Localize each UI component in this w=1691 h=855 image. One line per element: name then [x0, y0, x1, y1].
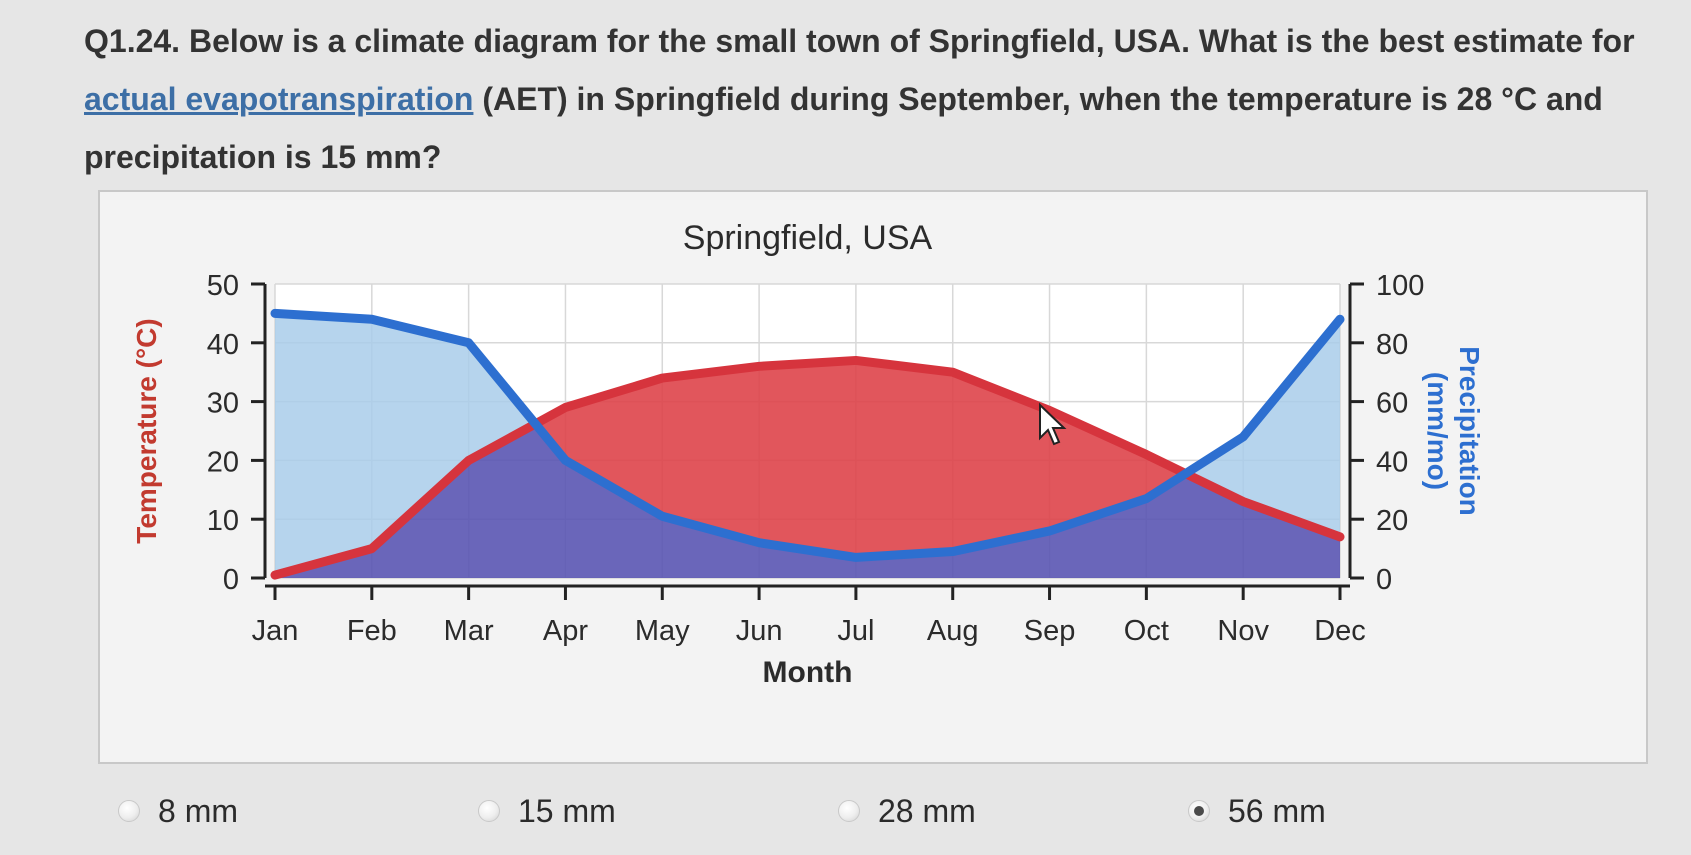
- radio-button-icon[interactable]: [838, 800, 860, 822]
- x-axis-tick-label: Aug: [927, 615, 979, 647]
- answer-label: 15 mm: [518, 792, 616, 829]
- radio-button-icon[interactable]: [478, 800, 500, 822]
- answer-label: 56 mm: [1228, 792, 1326, 829]
- evapotranspiration-link[interactable]: actual evapotranspiration: [84, 81, 474, 117]
- x-axis-tick-label: Sep: [1024, 615, 1076, 647]
- x-axis-tick-label: Oct: [1124, 615, 1169, 647]
- answer-option-3[interactable]: 28 mm: [838, 786, 976, 836]
- x-axis-tick-label: Dec: [1314, 615, 1366, 647]
- x-axis-label: Month: [763, 656, 853, 689]
- answer-label: 28 mm: [878, 792, 976, 829]
- right-axis-tick-label: 80: [1376, 329, 1408, 361]
- left-axis-tick-label: 20: [207, 446, 239, 478]
- answer-option-1[interactable]: 8 mm: [118, 786, 238, 836]
- x-axis-tick-label: Jan: [252, 615, 299, 647]
- right-axis-tick-label: 20: [1376, 505, 1408, 537]
- right-axis-tick-label: 60: [1376, 388, 1408, 420]
- radio-button-icon[interactable]: [1188, 800, 1210, 822]
- temperature-line: [270, 355, 1345, 580]
- answer-label: 8 mm: [158, 792, 238, 829]
- answer-option-2[interactable]: 15 mm: [478, 786, 616, 836]
- precipitation-line: [270, 308, 1345, 562]
- left-axis-tick-label: 50: [207, 270, 239, 302]
- question-text: Q1.24. Below is a climate diagram for th…: [84, 12, 1644, 186]
- question-text-end: (AET) in Springfield during September, w…: [84, 81, 1603, 175]
- x-axis-tick-label: Jul: [837, 615, 874, 647]
- question-text-start: Q1.24. Below is a climate diagram for th…: [84, 23, 1635, 59]
- left-axis-tick-label: 0: [223, 564, 239, 596]
- left-axis-tick-label: 30: [207, 388, 239, 420]
- right-axis-tick-label: 0: [1376, 564, 1392, 596]
- mouse-cursor-icon: [1039, 402, 1067, 446]
- chart-labels: 0 10 20 30 40 50 0 20 40 60 80 100 Jan Feb Mar Apr May Ju…: [131, 219, 1485, 689]
- chart-series-lines: [270, 308, 1345, 580]
- radio-button-icon[interactable]: [118, 800, 140, 822]
- right-axis-label-line2: (mm/mo): [1422, 372, 1453, 490]
- right-axis-tick-label: 40: [1376, 446, 1408, 478]
- x-axis-tick-label: Nov: [1217, 615, 1269, 647]
- x-axis-tick-label: Feb: [347, 615, 397, 647]
- x-axis-tick-label: Mar: [444, 615, 494, 647]
- right-axis-label-line1: Precipitation: [1454, 346, 1485, 516]
- right-axis-tick-label: 100: [1376, 270, 1424, 302]
- left-axis-label: Temperature (°C): [131, 318, 162, 543]
- x-axis-tick-label: Jun: [736, 615, 783, 647]
- chart-axes: [251, 282, 1364, 600]
- chart-title: Springfield, USA: [683, 219, 933, 257]
- utilization-area: [275, 425, 1340, 578]
- left-axis-tick-label: 40: [207, 329, 239, 361]
- climate-chart: 0 10 20 30 40 50 0 20 40 60 80 100 Jan Feb Mar Apr May Ju…: [98, 190, 1648, 764]
- x-axis-tick-label: May: [635, 615, 690, 647]
- climate-chart-svg: 0 10 20 30 40 50 0 20 40 60 80 100 Jan Feb Mar Apr May Ju…: [131, 219, 1485, 689]
- x-axis-tick-label: Apr: [543, 615, 588, 647]
- surplus-area: [275, 313, 1340, 576]
- answer-option-4[interactable]: 56 mm: [1188, 786, 1326, 836]
- left-axis-tick-label: 10: [207, 505, 239, 537]
- answer-options: 8 mm 15 mm 28 mm 56 mm: [0, 786, 1691, 836]
